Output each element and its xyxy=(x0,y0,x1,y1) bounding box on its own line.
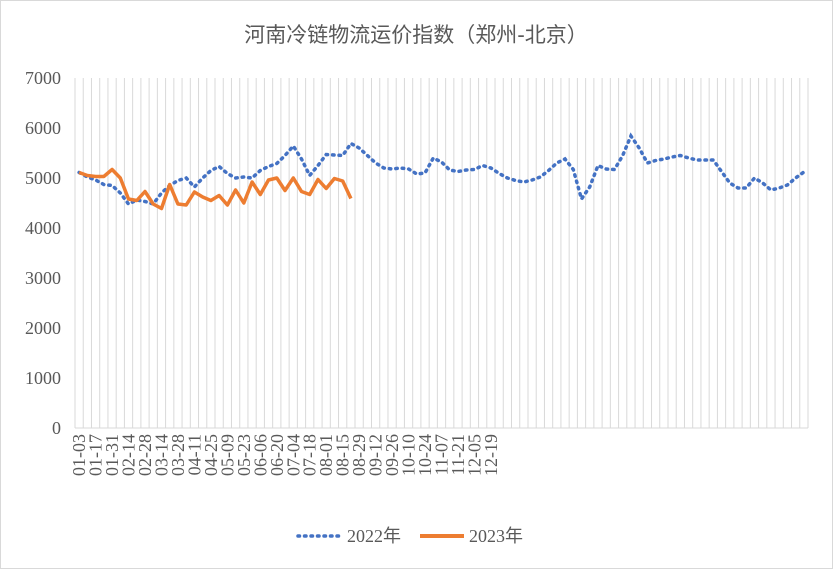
x-axis-ticks: 01-0301-1701-3102-1402-2803-1403-2804-11… xyxy=(69,434,501,476)
x-tick-label: 04-25 xyxy=(201,434,221,476)
x-tick-label: 05-09 xyxy=(217,434,237,476)
x-tick-label: 09-26 xyxy=(382,434,402,476)
legend: 2022年 2023年 xyxy=(296,526,523,546)
y-axis-ticks: 0 1000 2000 3000 4000 5000 6000 7000 xyxy=(25,68,61,438)
x-tick-label: 06-20 xyxy=(267,434,287,476)
x-tick-label: 07-18 xyxy=(300,434,320,476)
x-tick-label: 07-04 xyxy=(283,434,303,476)
x-tick-label: 08-15 xyxy=(333,434,353,476)
x-tick-label: 10-24 xyxy=(415,434,435,476)
y-tick-label: 7000 xyxy=(25,68,61,88)
x-tick-label: 02-28 xyxy=(135,434,155,476)
x-tick-label: 02-14 xyxy=(119,434,139,476)
legend-label-2022: 2022年 xyxy=(347,526,401,546)
x-tick-label: 04-11 xyxy=(184,434,204,475)
series-group xyxy=(77,132,806,211)
y-tick-label: 5000 xyxy=(25,168,61,188)
x-tick-label: 11-21 xyxy=(448,434,468,475)
y-tick-label: 0 xyxy=(52,418,61,438)
x-tick-label: 05-23 xyxy=(234,434,254,476)
x-tick-label: 12-19 xyxy=(481,434,501,476)
gridlines xyxy=(74,78,809,429)
y-tick-label: 6000 xyxy=(25,118,61,138)
series-line-2022 xyxy=(77,132,806,207)
y-tick-label: 3000 xyxy=(25,268,61,288)
x-tick-label: 03-28 xyxy=(168,434,188,476)
y-tick-label: 4000 xyxy=(25,218,61,238)
x-tick-label: 03-14 xyxy=(151,434,171,476)
x-tick-label: 01-31 xyxy=(102,434,122,476)
y-tick-label: 2000 xyxy=(25,318,61,338)
legend-label-2023: 2023年 xyxy=(469,526,523,546)
x-tick-label: 11-07 xyxy=(432,434,452,475)
series-line-2023 xyxy=(78,167,353,211)
x-tick-label: 08-29 xyxy=(349,434,369,476)
x-tick-label: 01-17 xyxy=(86,434,106,476)
x-tick-label: 08-01 xyxy=(316,434,336,476)
x-tick-label: 01-03 xyxy=(69,434,89,476)
x-tick-label: 10-10 xyxy=(399,434,419,476)
chart-title: 河南冷链物流运价指数（郑州-北京） xyxy=(244,23,588,47)
y-tick-label: 1000 xyxy=(25,368,61,388)
x-tick-label: 12-05 xyxy=(464,434,484,476)
x-tick-label: 06-06 xyxy=(250,434,270,476)
x-tick-label: 09-12 xyxy=(366,434,386,476)
